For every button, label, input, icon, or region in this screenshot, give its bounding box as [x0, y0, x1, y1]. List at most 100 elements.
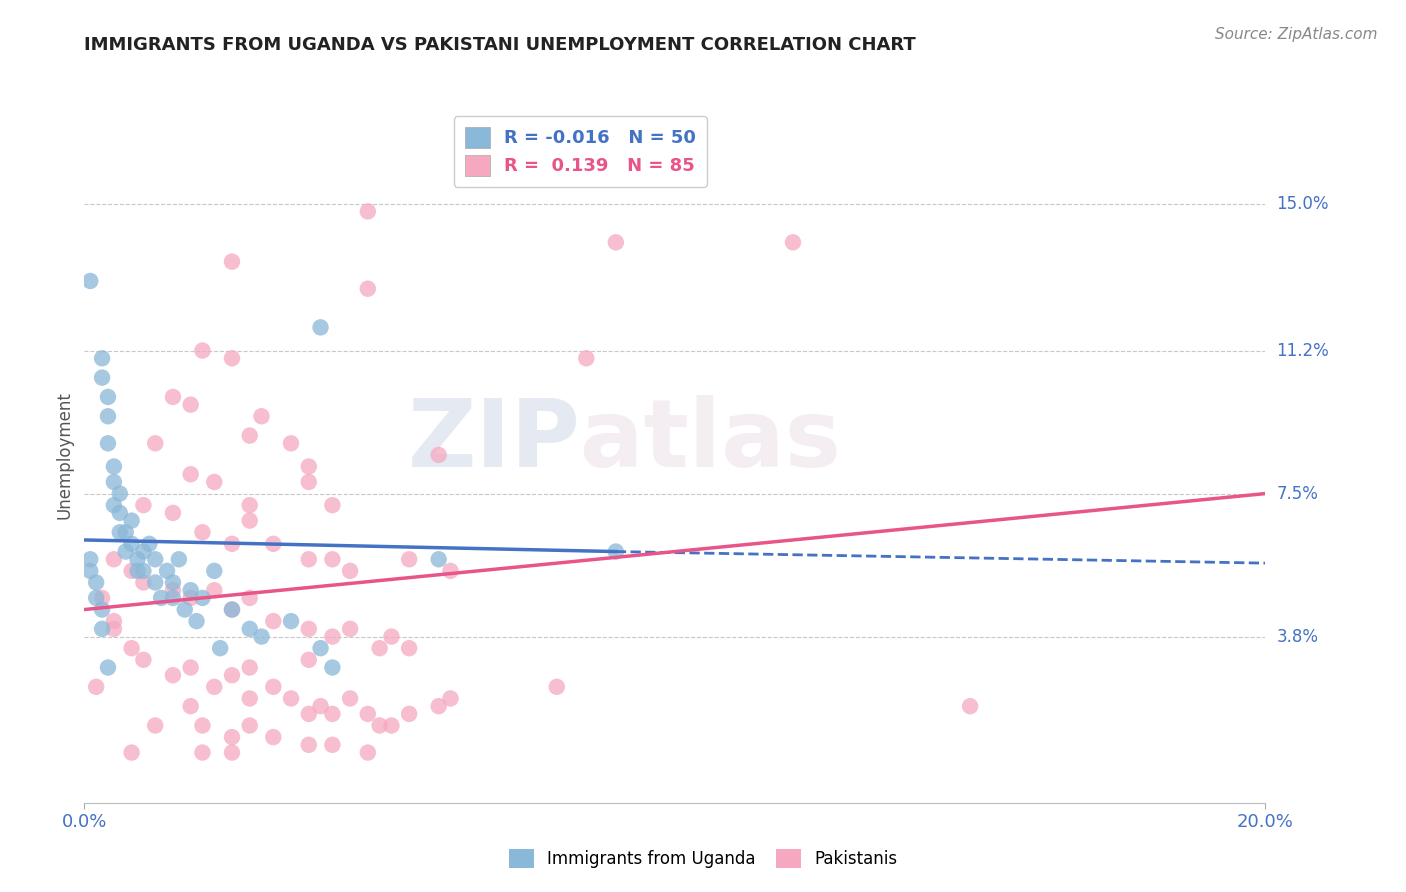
Point [339, 691, 361, 706]
Point [357, 282, 380, 296]
Point [91, 351, 114, 366]
Point [546, 680, 568, 694]
Point [221, 730, 243, 744]
Point [191, 525, 214, 540]
Point [439, 691, 461, 706]
Point [398, 641, 420, 656]
Point [167, 552, 190, 566]
Point [202, 583, 225, 598]
Point [357, 204, 380, 219]
Point [202, 564, 225, 578]
Point [186, 614, 208, 628]
Point [321, 660, 343, 674]
Legend: Immigrants from Uganda, Pakistanis: Immigrants from Uganda, Pakistanis [502, 842, 904, 875]
Point [180, 467, 202, 482]
Point [250, 409, 273, 424]
Point [127, 564, 149, 578]
Point [321, 498, 343, 512]
Point [156, 564, 179, 578]
Point [138, 537, 160, 551]
Point [91, 370, 114, 384]
Point [103, 622, 125, 636]
Point [191, 718, 214, 732]
Point [97, 390, 120, 404]
Point [97, 436, 120, 450]
Point [427, 448, 450, 462]
Point [121, 641, 143, 656]
Point [398, 706, 420, 721]
Point [239, 718, 262, 732]
Point [298, 552, 321, 566]
Point [202, 680, 225, 694]
Text: atlas: atlas [581, 395, 841, 487]
Point [427, 699, 450, 714]
Point [221, 537, 243, 551]
Point [91, 602, 114, 616]
Point [298, 475, 321, 489]
Point [262, 537, 284, 551]
Point [250, 630, 273, 644]
Point [439, 564, 461, 578]
Point [239, 498, 262, 512]
Point [221, 746, 243, 760]
Point [121, 746, 143, 760]
Point [239, 660, 262, 674]
Point [103, 459, 125, 474]
Point [132, 498, 155, 512]
Point [959, 699, 981, 714]
Point [132, 653, 155, 667]
Point [84, 575, 107, 590]
Point [127, 552, 149, 566]
Point [380, 718, 402, 732]
Point [298, 653, 321, 667]
Point [427, 552, 450, 566]
Point [191, 343, 214, 358]
Point [180, 660, 202, 674]
Text: Source: ZipAtlas.com: Source: ZipAtlas.com [1215, 27, 1378, 42]
Point [173, 602, 195, 616]
Point [108, 525, 131, 540]
Point [108, 486, 131, 500]
Point [97, 409, 120, 424]
Point [298, 706, 321, 721]
Point [321, 552, 343, 566]
Point [97, 660, 120, 674]
Point [605, 235, 627, 250]
Point [357, 746, 380, 760]
Point [143, 575, 166, 590]
Point [321, 738, 343, 752]
Point [239, 622, 262, 636]
Point [309, 641, 332, 656]
Point [162, 506, 184, 520]
Point [132, 564, 155, 578]
Point [239, 591, 262, 605]
Point [103, 498, 125, 512]
Text: ZIP: ZIP [408, 395, 581, 487]
Point [143, 718, 166, 732]
Point [339, 622, 361, 636]
Point [321, 706, 343, 721]
Point [121, 514, 143, 528]
Point [605, 544, 627, 558]
Point [121, 564, 143, 578]
Point [380, 630, 402, 644]
Point [191, 591, 214, 605]
Point [91, 591, 114, 605]
Point [121, 537, 143, 551]
Point [180, 699, 202, 714]
Point [309, 699, 332, 714]
Point [262, 730, 284, 744]
Point [221, 351, 243, 366]
Point [162, 390, 184, 404]
Point [280, 614, 302, 628]
Point [114, 544, 136, 558]
Point [221, 602, 243, 616]
Point [191, 746, 214, 760]
Point [84, 591, 107, 605]
Point [114, 525, 136, 540]
Point [321, 630, 343, 644]
Point [108, 506, 131, 520]
Point [84, 680, 107, 694]
Point [298, 738, 321, 752]
Text: 7.5%: 7.5% [1277, 484, 1319, 502]
